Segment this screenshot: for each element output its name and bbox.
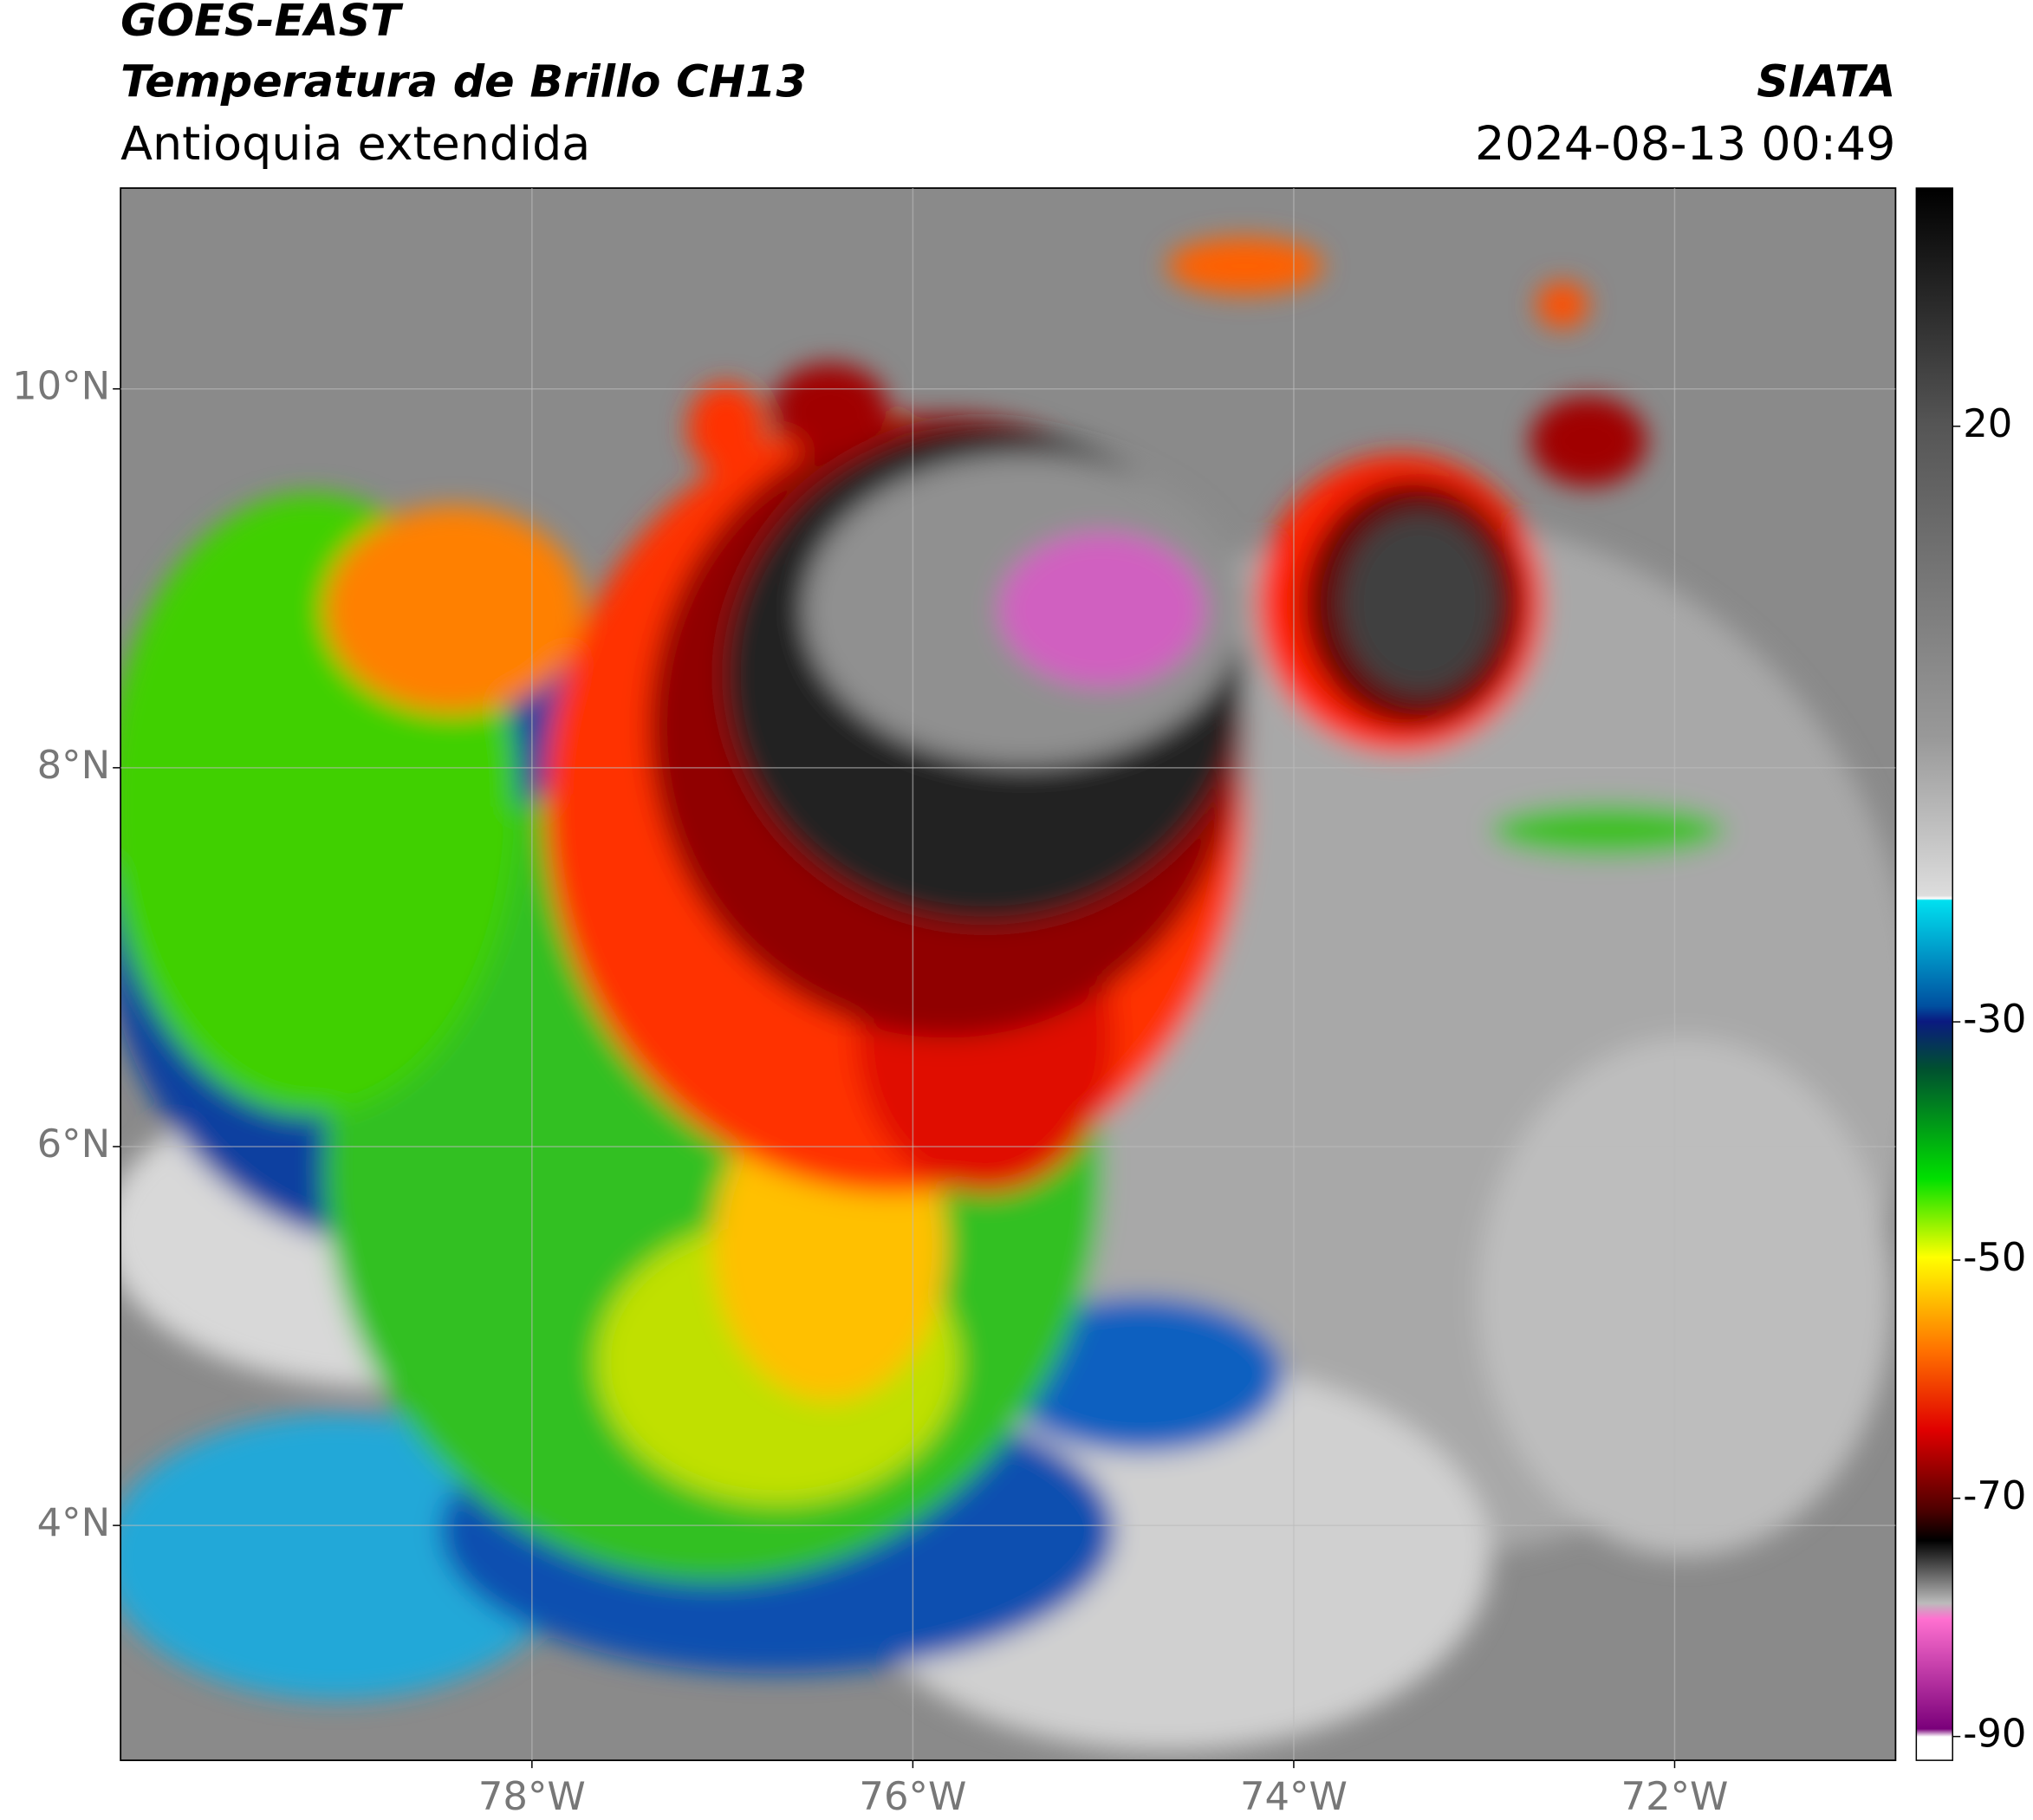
datetime: 2024-08-13 00:49: [1475, 116, 1895, 171]
colorbar-tick-label: -30: [1963, 996, 2026, 1042]
colorbar-tick-label: -90: [1963, 1711, 2026, 1757]
y-tick-label: 10°N: [12, 363, 110, 409]
x-tick-label: 72°W: [1621, 1773, 1729, 1819]
colorbar-tick-label: -70: [1963, 1472, 2026, 1518]
colorbar: [1915, 187, 1953, 1761]
x-tick-label: 76°W: [859, 1773, 966, 1819]
region: Antioquia extendida: [120, 116, 590, 171]
map-frame: [120, 187, 1897, 1762]
subtitle: Temperatura de Brillo CH13: [120, 55, 807, 107]
title: GOES-EAST: [120, 0, 404, 46]
y-tick-label: 8°N: [37, 742, 111, 788]
y-tick-label: 6°N: [37, 1121, 111, 1167]
x-tick-label: 78°W: [478, 1773, 586, 1819]
satellite-image: [120, 188, 1896, 1761]
source: SIATA: [1757, 55, 1895, 107]
colorbar-tick-label: 20: [1963, 400, 2012, 446]
y-tick-label: 4°N: [37, 1499, 111, 1545]
x-tick-label: 74°W: [1240, 1773, 1348, 1819]
colorbar-tick-label: -50: [1963, 1234, 2026, 1280]
